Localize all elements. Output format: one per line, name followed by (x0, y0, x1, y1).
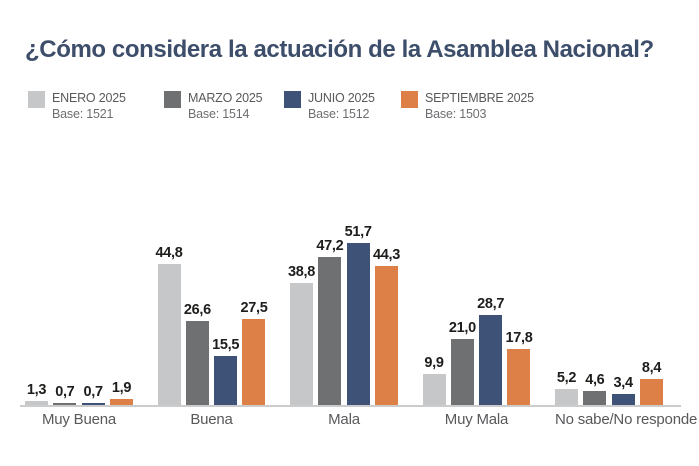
legend-item: SEPTIEMBRE 2025 Base: 1503 (401, 90, 534, 123)
bar-value-label: 8,4 (641, 360, 662, 376)
bar (374, 266, 398, 405)
legend-base: Base: 1512 (308, 107, 370, 122)
bar-cell: 21,0 (448, 320, 476, 405)
bar (214, 356, 238, 405)
bar (290, 283, 313, 405)
bar-cell: 51,7 (344, 224, 372, 405)
legend-label: JUNIO 2025 (308, 91, 375, 105)
x-axis-labels: Muy Buena Buena Mala Muy Mala No sabe/No res… (25, 411, 698, 428)
bar-value-label: 9,9 (424, 355, 444, 371)
bar-value-label: 5,2 (556, 370, 577, 386)
x-axis-baseline (20, 405, 681, 407)
bar-group: 1,3 0,7 0,7 1,9 (25, 380, 133, 405)
legend-label: SEPTIEMBRE 2025 (425, 91, 534, 105)
bar-cell: 38,8 (287, 264, 316, 405)
bar-value-label: 15,5 (212, 337, 240, 353)
bar-group: 5,2 4,6 3,4 8,4 (555, 360, 663, 405)
legend-swatch-icon (284, 91, 301, 108)
bar (53, 403, 77, 405)
legend-base: Base: 1503 (425, 107, 487, 122)
legend-base: Base: 1514 (188, 107, 250, 122)
bar-value-label: 47,2 (316, 238, 344, 254)
bar (109, 399, 133, 405)
bar (242, 319, 266, 405)
bar-cell: 44,3 (372, 247, 400, 405)
bar-value-label: 1,3 (26, 382, 47, 398)
bar (583, 391, 607, 405)
bar-plot: 1,3 0,7 0,7 1,9 44,8 26,6 15,5 27,5 38,8 47,2 51,7… (25, 170, 663, 405)
bar (185, 321, 209, 405)
bar (555, 389, 578, 405)
bar-cell: 17,8 (505, 330, 533, 405)
bar (346, 243, 370, 405)
bar-value-label: 3,4 (613, 375, 634, 391)
bar-group: 38,8 47,2 51,7 44,3 (287, 224, 400, 405)
legend-item: JUNIO 2025 Base: 1512 (284, 90, 375, 123)
bar-value-label: 0,7 (55, 384, 75, 400)
bar-cell: 15,5 (212, 337, 240, 405)
bar-value-label: 27,5 (240, 300, 268, 316)
bar-cell: 8,4 (639, 360, 663, 405)
x-axis-label: No sabe/No responde (555, 411, 698, 428)
bar-value-label: 1,9 (111, 380, 132, 396)
legend-label: MARZO 2025 (188, 91, 263, 105)
bar-cell: 5,2 (555, 370, 578, 405)
bar (81, 403, 105, 405)
bar-cell: 9,9 (422, 355, 446, 405)
legend-item: MARZO 2025 Base: 1514 (164, 90, 263, 123)
bar (318, 257, 342, 405)
legend-base: Base: 1521 (52, 107, 114, 122)
bar-cell: 1,9 (109, 380, 133, 405)
x-axis-label: Muy Buena (41, 411, 117, 428)
bar (450, 339, 474, 405)
bar-cell: 26,6 (183, 302, 211, 405)
bar-value-label: 38,8 (287, 264, 316, 280)
bar-value-label: 21,0 (448, 320, 476, 336)
bar-value-label: 51,7 (344, 224, 372, 240)
bar (25, 401, 48, 405)
legend-label: ENERO 2025 (52, 91, 126, 105)
bar-value-label: 0,7 (83, 384, 104, 400)
bar-cell: 0,7 (81, 384, 105, 405)
bar-value-label: 44,3 (372, 247, 400, 263)
legend-swatch-icon (164, 91, 181, 108)
chart-title: ¿Cómo considera la actuación de la Asamb… (25, 36, 654, 63)
bar-cell: 0,7 (53, 384, 77, 405)
bar-value-label: 28,7 (477, 296, 505, 312)
bar (611, 394, 635, 405)
legend-swatch-icon (401, 91, 418, 108)
bar-cell: 4,6 (583, 372, 607, 405)
bar (639, 379, 663, 405)
legend-swatch-icon (28, 91, 45, 108)
bar-cell: 1,3 (25, 382, 48, 405)
bar (479, 315, 503, 405)
bar-value-label: 4,6 (585, 372, 605, 388)
legend: ENERO 2025 Base: 1521 MARZO 2025 Base: 1514… (0, 90, 699, 130)
bar-cell: 3,4 (611, 375, 635, 405)
bar-cell: 44,8 (155, 245, 183, 405)
bar-group: 9,9 21,0 28,7 17,8 (422, 296, 533, 405)
bar (507, 349, 531, 405)
bar-cell: 28,7 (477, 296, 505, 405)
x-axis-label: Mala (328, 411, 360, 428)
bar-value-label: 44,8 (155, 245, 183, 261)
bar-cell: 27,5 (240, 300, 268, 405)
bar-value-label: 26,6 (183, 302, 211, 318)
bar-cell: 47,2 (316, 238, 344, 405)
bar (157, 264, 181, 405)
bar-value-label: 17,8 (505, 330, 533, 346)
bar (422, 374, 446, 405)
legend-item: ENERO 2025 Base: 1521 (28, 90, 126, 123)
x-axis-label: Muy Mala (444, 411, 509, 428)
x-axis-label: Buena (190, 411, 233, 428)
bar-group: 44,8 26,6 15,5 27,5 (155, 245, 268, 405)
